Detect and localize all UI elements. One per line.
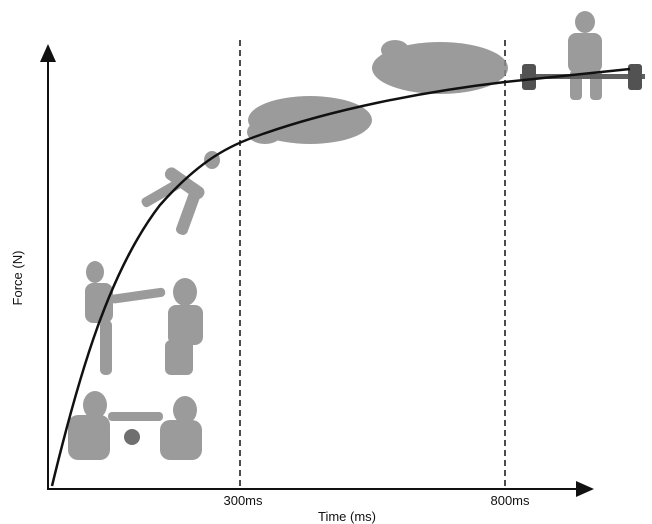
- y-axis-label: Force (N): [10, 251, 25, 306]
- kick-image: [85, 261, 203, 375]
- scrum-image: [372, 40, 508, 94]
- illustrations: [68, 11, 645, 460]
- marker-label: 300ms: [223, 493, 263, 508]
- marker-label: 800ms: [490, 493, 530, 508]
- deadlift-image: [520, 11, 645, 100]
- sprinter-image: [141, 151, 220, 235]
- force-curve: [50, 67, 631, 487]
- x-axis-label: Time (ms): [318, 509, 376, 524]
- boxers-image: [68, 391, 202, 460]
